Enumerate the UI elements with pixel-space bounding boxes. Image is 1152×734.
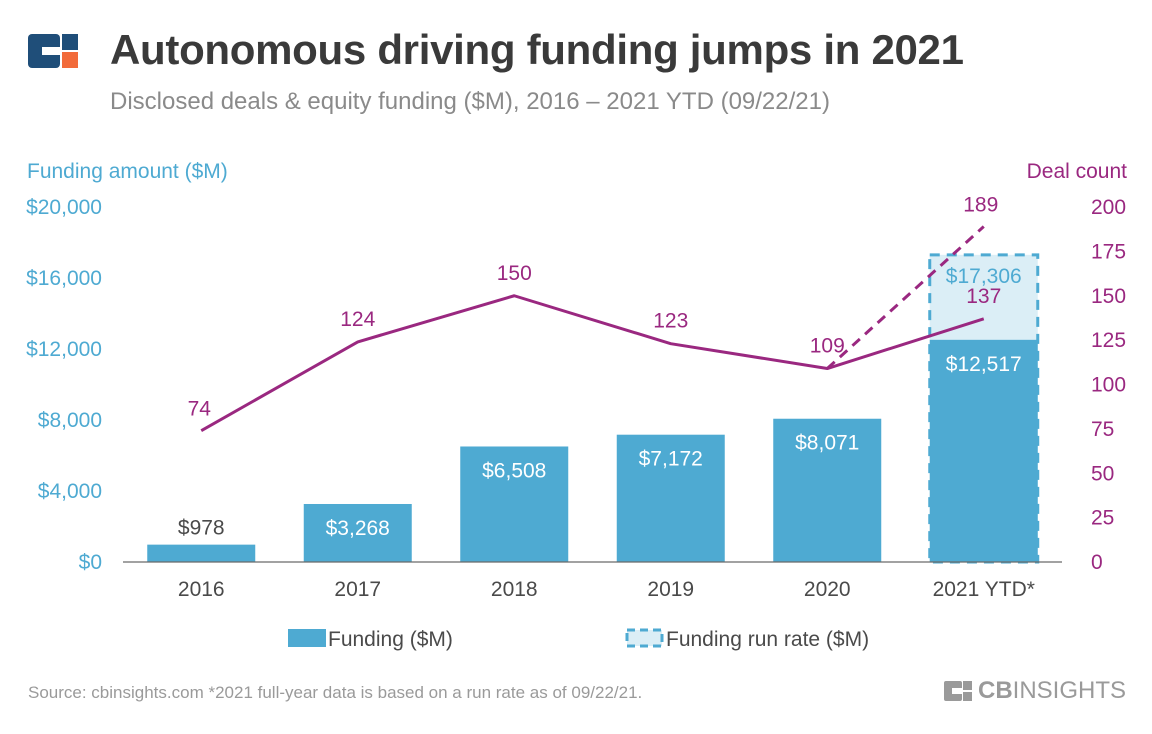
x-axis-tick-label: 2020 [804, 578, 851, 601]
legend-swatch-run-rate [625, 628, 664, 648]
funding-bar-label: $6,508 [482, 459, 546, 482]
deal-count-run-rate-line [826, 225, 985, 370]
left-axis-tick-label: $4,000 [38, 480, 102, 503]
brand-wordmark: CBINSIGHTS [943, 677, 1126, 705]
source-note: Source: cbinsights.com *2021 full-year d… [28, 683, 643, 702]
funding-bar-label: $978 [178, 517, 225, 540]
deal-count-label: 150 [497, 262, 532, 285]
x-axis-tick-label: 2018 [491, 578, 538, 601]
funding-bar-2016 [147, 544, 256, 562]
x-axis-tick-label: 2017 [334, 578, 381, 601]
left-axis-tick-label: $8,000 [38, 409, 102, 432]
funding-bar-label: $8,071 [795, 432, 859, 455]
deal-count-label: 137 [966, 285, 1001, 308]
chart-subtitle: Disclosed deals & equity funding ($M), 2… [110, 88, 830, 115]
x-axis-tick-label: 2021 YTD* [933, 578, 1035, 601]
legend-label-run-rate: Funding run rate ($M) [666, 628, 869, 651]
deal-count-label: 124 [340, 308, 375, 331]
funding-bar-label: $7,172 [639, 448, 703, 471]
left-axis-tick-label: $20,000 [26, 196, 102, 219]
cb-brand-icon [943, 681, 972, 701]
funding-bar-2021-ytd [929, 339, 1038, 562]
brand-suffix: INSIGHTS [1012, 677, 1126, 704]
run-rate-label: $17,306 [946, 265, 1022, 288]
deal-count-run-rate-label: 189 [963, 194, 998, 217]
left-axis-title: Funding amount ($M) [27, 160, 228, 183]
left-axis-tick-label: $16,000 [26, 267, 102, 290]
left-axis-tick-label: $0 [79, 551, 102, 574]
right-axis-tick-label: 75 [1091, 418, 1114, 441]
funding-bar-label: $3,268 [326, 517, 390, 540]
right-axis-tick-label: 25 [1091, 507, 1114, 530]
legend-label-funding: Funding ($M) [328, 628, 453, 651]
funding-bar-2019 [616, 434, 725, 562]
right-axis-tick-label: 100 [1091, 374, 1126, 397]
funding-bar-2020 [773, 418, 882, 562]
legend-swatch-funding [288, 629, 326, 647]
right-axis-title: Deal count [1027, 160, 1128, 183]
funding-bar-2018 [460, 446, 569, 562]
left-axis-tick-label: $12,000 [26, 338, 102, 361]
right-axis-tick-label: 150 [1091, 285, 1126, 308]
right-axis-tick-label: 175 [1091, 240, 1126, 263]
funding-bar-label: $12,517 [946, 353, 1022, 376]
x-axis-tick-label: 2016 [178, 578, 225, 601]
right-axis-tick-label: 200 [1091, 196, 1126, 219]
funding-bar-2017 [303, 503, 412, 562]
x-axis-tick-label: 2019 [647, 578, 694, 601]
deal-count-label: 123 [653, 310, 688, 333]
chart-title: Autonomous driving funding jumps in 2021 [110, 26, 964, 73]
cb-insights-logo-icon [28, 34, 78, 68]
deal-count-label: 109 [810, 335, 845, 358]
right-axis-tick-label: 0 [1091, 551, 1103, 574]
deal-count-label: 74 [188, 398, 212, 421]
right-axis-tick-label: 125 [1091, 329, 1126, 352]
deal-count-line [200, 294, 985, 432]
brand-prefix: CB [977, 677, 1013, 704]
right-axis-tick-label: 50 [1091, 462, 1114, 485]
